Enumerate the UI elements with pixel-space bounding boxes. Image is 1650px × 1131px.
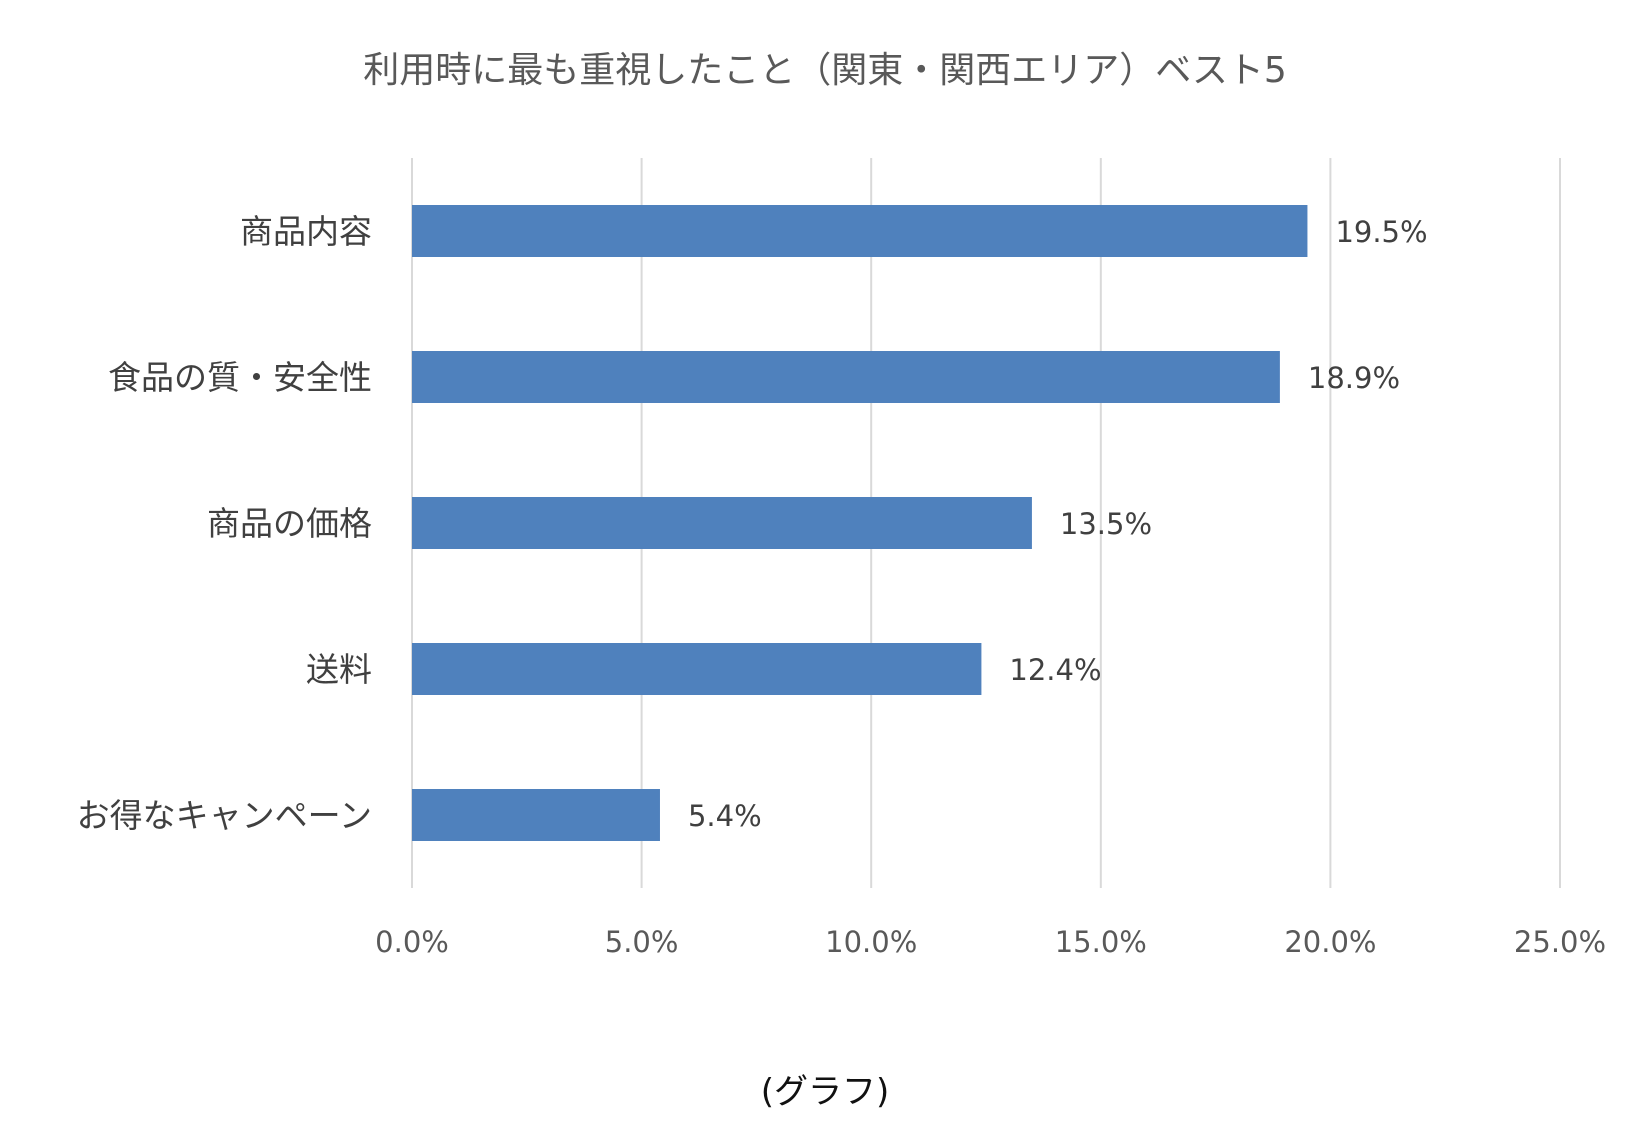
x-axis-tick-labels: 0.0% 5.0% 10.0% 15.0% 20.0% 25.0%	[375, 925, 1606, 959]
category-label: 送料	[306, 650, 372, 689]
x-tick-label: 5.0%	[605, 925, 679, 959]
category-label: お得なキャンペーン	[77, 796, 372, 835]
x-tick-label: 20.0%	[1284, 925, 1376, 959]
bar	[412, 205, 1308, 257]
data-label: 5.4%	[688, 799, 762, 833]
data-label: 18.9%	[1308, 361, 1400, 395]
bars	[412, 205, 1308, 841]
category-label: 食品の質・安全性	[108, 358, 372, 397]
x-tick-label: 25.0%	[1514, 925, 1606, 959]
figure-caption: (グラフ)	[761, 1072, 890, 1112]
x-tick-label: 15.0%	[1055, 925, 1147, 959]
chart-title: 利用時に最も重視したこと（関東・関西エリア）ベスト5	[363, 50, 1287, 91]
x-tick-label: 10.0%	[825, 925, 917, 959]
bar	[412, 643, 982, 695]
data-label: 13.5%	[1060, 507, 1152, 541]
data-label: 12.4%	[1009, 653, 1101, 687]
x-tick-label: 0.0%	[375, 925, 449, 959]
data-labels: 19.5% 18.9% 13.5% 12.4% 5.4%	[688, 215, 1428, 833]
bar	[412, 497, 1032, 549]
bar	[412, 351, 1280, 403]
data-label: 19.5%	[1335, 215, 1427, 249]
category-label: 商品内容	[240, 212, 372, 251]
category-label: 商品の価格	[207, 504, 372, 543]
bar	[412, 789, 660, 841]
